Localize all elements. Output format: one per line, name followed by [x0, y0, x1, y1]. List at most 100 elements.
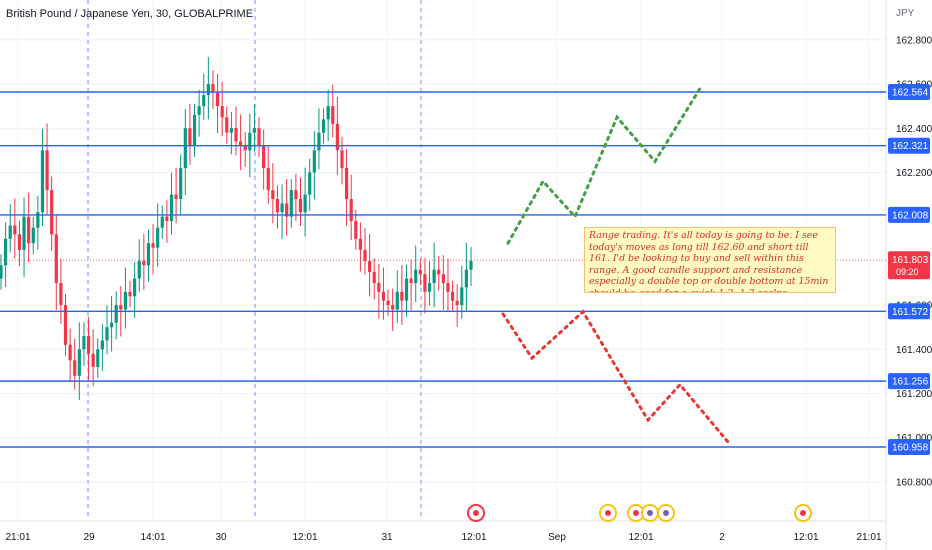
level-price-label: 162.008	[892, 210, 929, 221]
candle-body	[27, 216, 31, 244]
candle-body	[179, 168, 183, 199]
price-tick-label: 161.200	[896, 389, 932, 400]
candle-body	[294, 190, 298, 199]
candle-body	[391, 305, 395, 310]
candle-body	[160, 216, 164, 228]
price-tick-label: 162.800	[896, 35, 932, 46]
candle-body	[13, 225, 17, 235]
candle-body	[308, 172, 312, 195]
candle-body	[340, 150, 344, 169]
price-tick-label: 161.000	[896, 433, 932, 444]
time-tick-label: 2	[719, 532, 725, 543]
candle-body	[211, 84, 215, 93]
candle-body	[418, 269, 422, 275]
candle-body	[45, 150, 49, 191]
candle-body	[423, 274, 427, 292]
candle-body	[381, 291, 386, 301]
candle-body	[169, 194, 174, 222]
candle-body	[400, 291, 404, 301]
time-tick-label: 21:01	[5, 532, 30, 543]
candle-body	[50, 190, 54, 235]
candle-body	[220, 106, 224, 118]
candle-body	[128, 291, 132, 297]
candle-body	[109, 322, 114, 328]
candle-body	[146, 243, 151, 266]
candle-body	[234, 128, 238, 142]
last-price-label: 161.803	[892, 255, 929, 266]
candle-body	[229, 128, 233, 133]
time-tick-label: 29	[83, 532, 95, 543]
candle-body	[36, 212, 40, 228]
candle-body	[437, 269, 441, 275]
candle-body	[96, 349, 100, 367]
candle-body	[312, 150, 316, 173]
candle-body	[386, 300, 390, 306]
candle-body	[31, 227, 35, 244]
candle-body	[156, 227, 160, 248]
candle-body	[119, 305, 123, 310]
candle-body	[165, 216, 169, 222]
time-tick-label: 12:01	[793, 532, 818, 543]
event-marker-gold-dot	[800, 510, 806, 516]
candle-body	[469, 260, 473, 270]
candle-body	[123, 291, 128, 310]
candle-body	[114, 305, 118, 323]
candle-body	[344, 168, 349, 199]
bar-countdown-label: 09:20	[896, 267, 919, 277]
candle-body	[298, 198, 303, 213]
chart-title: British Pound / Japanese Yen, 30, GLOBAL…	[6, 8, 254, 20]
candle-body	[372, 271, 376, 283]
event-marker-multi-dot	[663, 510, 669, 516]
candle-body	[151, 243, 155, 248]
candle-body	[404, 278, 409, 301]
time-tick-label: 12:01	[461, 532, 486, 543]
candle-body	[441, 274, 445, 283]
level-price-tag	[888, 84, 930, 100]
candle-body	[266, 168, 270, 191]
candle-body	[335, 123, 339, 151]
candle-body	[464, 269, 468, 288]
candle-body	[414, 269, 418, 283]
currency-label: JPY	[896, 8, 915, 19]
time-tick-label: 14:01	[140, 532, 165, 543]
candle-body	[303, 194, 307, 213]
candle-body	[285, 203, 289, 217]
price-tick-label: 161.400	[896, 345, 932, 356]
time-tick-label: 31	[381, 532, 393, 543]
candle-body	[427, 282, 432, 292]
time-tick-label: 12:01	[628, 532, 653, 543]
candle-body	[243, 145, 247, 151]
candle-body	[59, 282, 63, 306]
candle-body	[215, 92, 220, 107]
event-marker-gold-dot	[605, 510, 611, 516]
candle-body	[450, 291, 455, 301]
candle-body	[22, 216, 26, 250]
candle-body	[174, 194, 178, 199]
level-price-label: 161.256	[892, 377, 929, 388]
candle-body	[377, 282, 381, 292]
event-marker-red-dot	[473, 510, 479, 516]
candle-body	[105, 327, 109, 341]
candle-body	[137, 260, 141, 279]
candle-body	[192, 114, 197, 146]
candle-body	[188, 128, 192, 146]
candle-body	[446, 282, 450, 292]
event-marker-gold-dot	[633, 510, 639, 516]
candle-body	[280, 203, 284, 213]
candle-body	[358, 238, 363, 250]
candle-body	[86, 336, 91, 354]
candle-body	[262, 145, 266, 169]
annotation-note[interactable]: Range trading. It's all today is going t…	[584, 227, 836, 293]
candle-body	[317, 132, 321, 151]
time-tick-label: 12:01	[292, 532, 317, 543]
candle-body	[354, 221, 358, 239]
candle-body	[82, 336, 86, 350]
candle-body	[257, 128, 261, 146]
price-tick-label: 162.200	[896, 168, 932, 179]
level-price-label: 160.958	[892, 443, 929, 454]
candle-body	[409, 278, 413, 283]
last-price-tag	[888, 251, 930, 280]
time-tick-label: 21:01	[856, 532, 881, 543]
time-tick-label: Sep	[548, 532, 566, 543]
